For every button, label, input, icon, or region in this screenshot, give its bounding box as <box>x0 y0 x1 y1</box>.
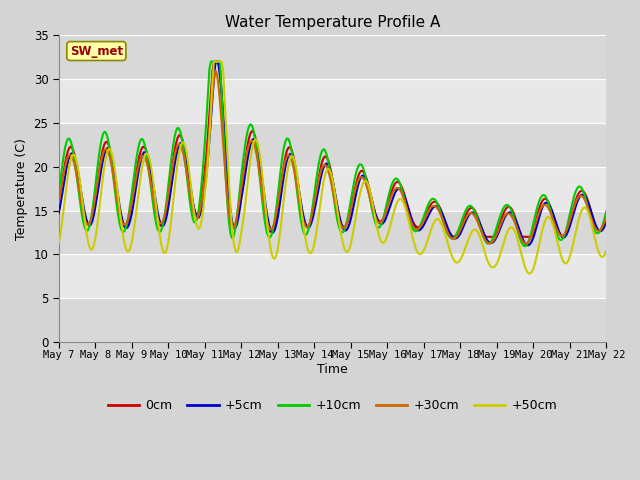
Text: SW_met: SW_met <box>70 45 123 58</box>
Bar <box>59 298 606 342</box>
Bar <box>59 211 606 254</box>
Y-axis label: Temperature (C): Temperature (C) <box>15 138 28 240</box>
Bar <box>59 123 606 167</box>
Title: Water Temperature Profile A: Water Temperature Profile A <box>225 15 440 30</box>
X-axis label: Time: Time <box>317 363 348 376</box>
Legend: 0cm, +5cm, +10cm, +30cm, +50cm: 0cm, +5cm, +10cm, +30cm, +50cm <box>103 394 562 417</box>
Bar <box>59 36 606 79</box>
